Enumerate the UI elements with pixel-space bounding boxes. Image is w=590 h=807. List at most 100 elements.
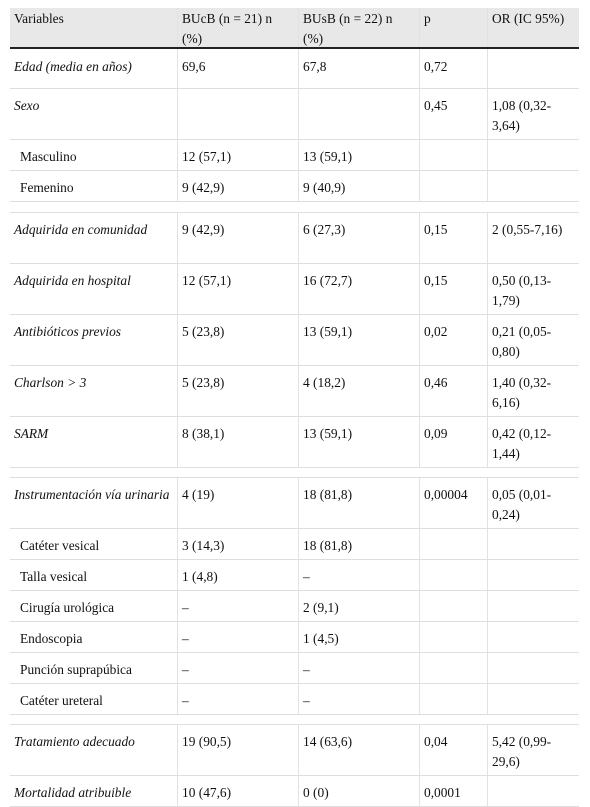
cell-variable: Endoscopia — [10, 622, 178, 652]
cell-bucb: 4 (19) — [178, 478, 299, 528]
cell-p: 0,45 — [420, 89, 488, 139]
cell-busb: 1 (4,5) — [299, 622, 420, 652]
table-spacer-row — [10, 715, 579, 725]
table-row: Tratamiento adecuado 19 (90,5) 14 (63,6)… — [10, 725, 579, 776]
data-table: Variables BUcB (n = 21) n (%) BUsB (n = … — [10, 8, 579, 807]
cell-variable: Catéter ureteral — [10, 684, 178, 714]
table-row: Femenino 9 (42,9) 9 (40,9) — [10, 171, 579, 202]
table-row: Catéter ureteral – – — [10, 684, 579, 715]
cell-busb: 18 (81,8) — [299, 529, 420, 559]
cell-or — [488, 591, 579, 621]
cell-busb: 16 (72,7) — [299, 264, 420, 314]
cell-bucb: – — [178, 591, 299, 621]
cell-p — [420, 140, 488, 170]
cell-bucb: 1 (4,8) — [178, 560, 299, 590]
cell-p: 0,02 — [420, 315, 488, 365]
cell-variable: Tratamiento adecuado — [10, 725, 178, 775]
table-row: Talla vesical 1 (4,8) – — [10, 560, 579, 591]
header-bucb: BUcB (n = 21) n (%) — [178, 8, 299, 47]
cell-bucb: 8 (38,1) — [178, 417, 299, 467]
cell-p: 0,72 — [420, 49, 488, 88]
table-row: Catéter vesical 3 (14,3) 18 (81,8) — [10, 529, 579, 560]
cell-variable: Mortalidad atribuible — [10, 776, 178, 806]
cell-bucb: 3 (14,3) — [178, 529, 299, 559]
cell-bucb: 19 (90,5) — [178, 725, 299, 775]
cell-variable: Antibióticos previos — [10, 315, 178, 365]
cell-busb: 18 (81,8) — [299, 478, 420, 528]
cell-busb — [299, 89, 420, 139]
cell-or: 0,42 (0,12-1,44) — [492, 426, 552, 461]
cell-p — [420, 529, 488, 559]
table-row: Adquirida en hospital 12 (57,1) 16 (72,7… — [10, 264, 579, 315]
cell-busb: 14 (63,6) — [299, 725, 420, 775]
cell-or: 0,21 (0,05-0,80) — [492, 324, 552, 359]
cell-or — [488, 684, 579, 714]
cell-p — [420, 622, 488, 652]
table-spacer-row — [10, 202, 579, 213]
cell-busb: 4 (18,2) — [299, 366, 420, 416]
table-row: Mortalidad atribuible 10 (47,6) 0 (0) 0,… — [10, 776, 579, 807]
cell-p — [420, 560, 488, 590]
cell-busb: 13 (59,1) — [299, 140, 420, 170]
cell-busb: 6 (27,3) — [299, 213, 420, 263]
cell-bucb: – — [178, 684, 299, 714]
cell-or: 1,40 (0,32-6,16) — [492, 375, 552, 410]
table-row: Masculino 12 (57,1) 13 (59,1) — [10, 140, 579, 171]
cell-p — [420, 591, 488, 621]
table-row: Endoscopia – 1 (4,5) — [10, 622, 579, 653]
table-row: Antibióticos previos 5 (23,8) 13 (59,1) … — [10, 315, 579, 366]
cell-or — [488, 560, 579, 590]
header-busb: BUsB (n = 22) n (%) — [299, 8, 420, 47]
cell-variable: Adquirida en comunidad — [10, 213, 178, 263]
cell-bucb: 10 (47,6) — [178, 776, 299, 806]
cell-or — [488, 171, 579, 201]
cell-p — [420, 653, 488, 683]
cell-busb: 13 (59,1) — [299, 417, 420, 467]
cell-variable: Cirugía urológica — [10, 591, 178, 621]
cell-variable: SARM — [10, 417, 178, 467]
cell-busb: – — [299, 560, 420, 590]
cell-p — [420, 171, 488, 201]
header-variables: Variables — [10, 8, 178, 47]
cell-variable: Sexo — [10, 89, 178, 139]
cell-or — [488, 653, 579, 683]
table-row: Cirugía urológica – 2 (9,1) — [10, 591, 579, 622]
cell-p: 0,09 — [420, 417, 488, 467]
cell-or — [488, 529, 579, 559]
cell-busb: 0 (0) — [299, 776, 420, 806]
table-row: Charlson > 3 5 (23,8) 4 (18,2) 0,46 1,40… — [10, 366, 579, 417]
cell-or: 1,08 (0,32-3,64) — [492, 98, 552, 133]
table-row: Sexo 0,45 1,08 (0,32-3,64) — [10, 89, 579, 140]
table-row: Edad (media en años) 69,6 67,8 0,72 — [10, 49, 579, 89]
table-spacer-row — [10, 468, 579, 478]
cell-p: 0,15 — [420, 264, 488, 314]
cell-variable: Femenino — [10, 171, 178, 201]
cell-variable: Punción suprapúbica — [10, 653, 178, 683]
cell-or: 0,05 (0,01-0,24) — [492, 487, 552, 522]
cell-busb: – — [299, 653, 420, 683]
cell-bucb: 5 (23,8) — [178, 315, 299, 365]
cell-bucb: 9 (42,9) — [178, 213, 299, 263]
cell-p: 0,15 — [420, 213, 488, 263]
table-row: Instrumentación vía urinaria 4 (19) 18 (… — [10, 478, 579, 529]
cell-variable: Instrumentación vía urinaria — [10, 478, 178, 528]
header-or: OR (IC 95%) — [492, 11, 565, 26]
cell-bucb: 12 (57,1) — [178, 140, 299, 170]
cell-or — [488, 140, 579, 170]
table-header-row: Variables BUcB (n = 21) n (%) BUsB (n = … — [10, 8, 579, 49]
table-row: SARM 8 (38,1) 13 (59,1) 0,09 0,42 (0,12-… — [10, 417, 579, 468]
cell-p: 0,0001 — [420, 776, 488, 806]
cell-or: 0,50 (0,13-1,79) — [492, 273, 552, 308]
cell-busb: 13 (59,1) — [299, 315, 420, 365]
cell-bucb — [178, 89, 299, 139]
cell-bucb: 69,6 — [178, 49, 299, 88]
cell-variable: Talla vesical — [10, 560, 178, 590]
cell-or — [488, 776, 579, 806]
cell-busb: – — [299, 684, 420, 714]
header-p: p — [420, 8, 488, 47]
cell-busb: 67,8 — [299, 49, 420, 88]
cell-variable: Adquirida en hospital — [10, 264, 178, 314]
cell-variable: Edad (media en años) — [10, 49, 178, 88]
cell-p: 0,00004 — [420, 478, 488, 528]
cell-or — [488, 622, 579, 652]
